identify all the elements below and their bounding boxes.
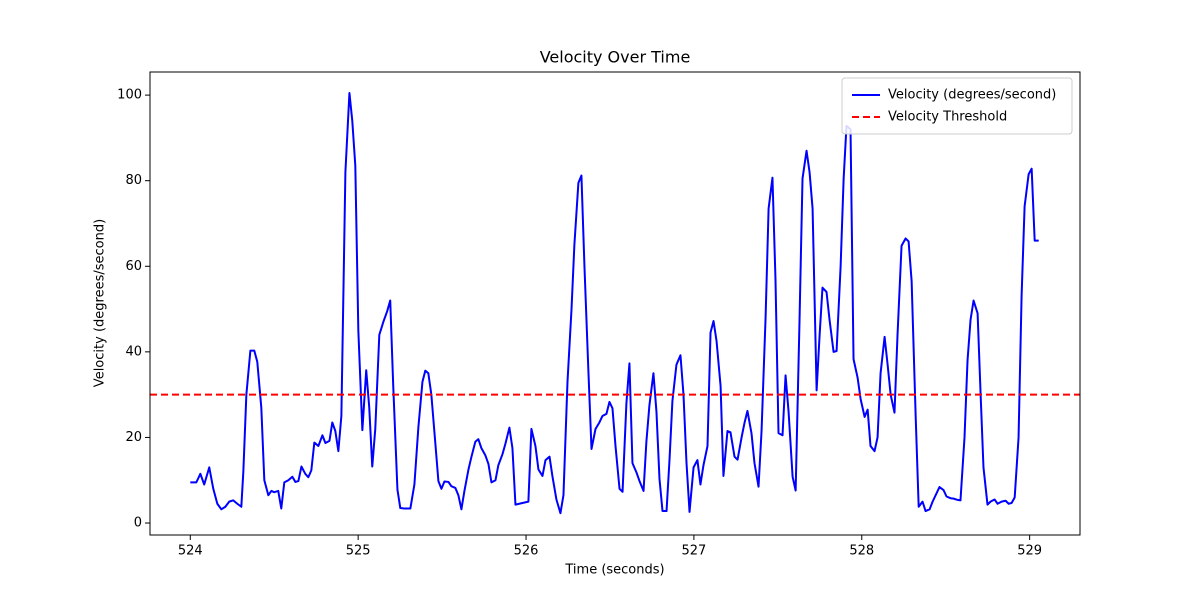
legend-box [841,77,1073,135]
y-tick-label: 60 [125,259,142,274]
y-tick-label: 100 [117,88,142,103]
y-tick-label: 0 [134,516,142,531]
x-tick-label: 527 [681,544,706,559]
legend: Velocity (degrees/second) Velocity Thresh… [841,77,1073,135]
x-tick-label: 525 [346,544,371,559]
y-axis-label: Velocity (degrees/second) [93,219,108,387]
data-line [190,91,1039,515]
plot-frame [149,71,1081,536]
y-tick-label: 20 [125,430,142,445]
y-tick-label: 40 [125,344,142,359]
x-tick-label: 526 [514,544,539,559]
x-tick-label: 528 [849,544,874,559]
legend-label: Velocity Threshold [888,110,1007,125]
x-tick-label: 524 [178,544,203,559]
x-axis-label: Time (seconds) [564,563,664,578]
chart-title: Velocity Over Time [540,48,691,67]
legend-label: Velocity (degrees/second) [888,88,1056,103]
y-tick-label: 80 [125,173,142,188]
x-tick-label: 529 [1017,544,1042,559]
